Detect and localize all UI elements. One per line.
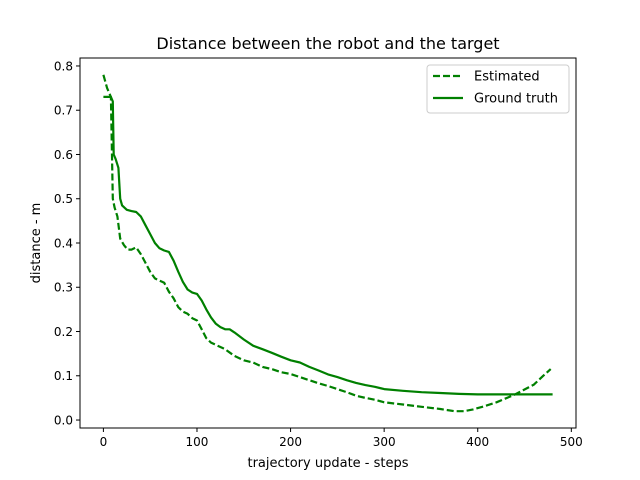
y-tick-label: 0.0 [54, 413, 73, 427]
y-tick-label: 0.8 [54, 59, 73, 73]
x-axis-label: trajectory update - steps [247, 456, 408, 471]
y-tick-label: 0.2 [54, 325, 73, 339]
x-tick-label: 400 [466, 435, 489, 449]
legend-label-estimated: Estimated [474, 70, 540, 85]
series-line-estimated [102, 74, 552, 413]
x-tick-label: 100 [186, 435, 209, 449]
y-axis-label: distance - m [29, 203, 44, 284]
y-axis: 0.0 0.1 0.2 0.3 0.4 0.5 0.6 0.7 0.8 [54, 59, 80, 427]
x-tick-label: 300 [373, 435, 396, 449]
plot-lines [102, 74, 553, 413]
legend-box [426, 64, 570, 114]
series-line-ground-truth [103, 95, 553, 396]
y-tick-label: 0.1 [54, 369, 73, 383]
y-tick-label: 0.4 [54, 236, 73, 250]
x-tick-label: 200 [279, 435, 302, 449]
y-tick-label: 0.5 [54, 192, 73, 206]
legend-label-ground-truth: Ground truth [474, 92, 558, 107]
y-tick-label: 0.3 [54, 281, 73, 295]
x-tick-label: 0 [100, 435, 108, 449]
x-axis: 0 100 200 300 400 500 [100, 428, 583, 449]
y-tick-label: 0.6 [54, 148, 73, 162]
x-tick-label: 500 [560, 435, 583, 449]
legend: Estimated Ground truth [426, 64, 570, 114]
chart-title: Distance between the robot and the targe… [156, 34, 499, 53]
y-tick-label: 0.7 [54, 104, 73, 118]
